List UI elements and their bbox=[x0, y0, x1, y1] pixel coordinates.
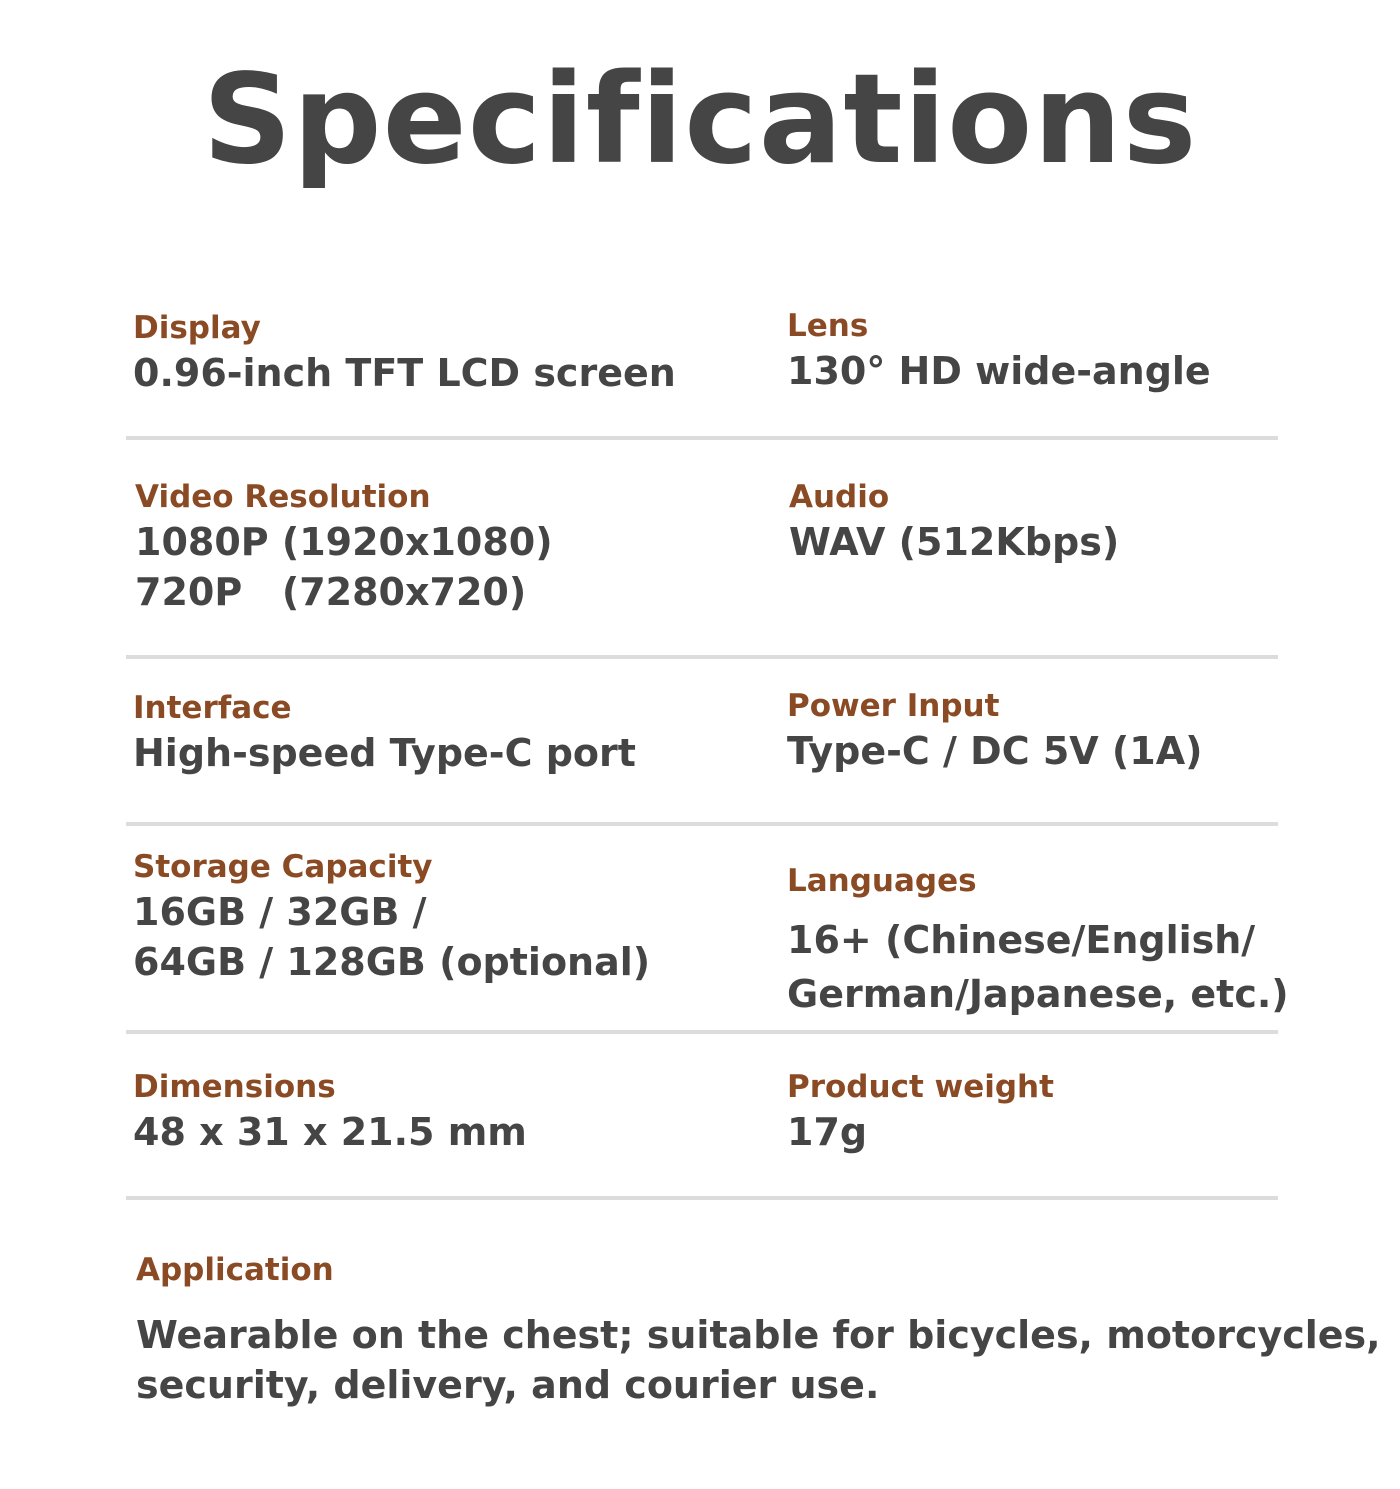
spec-value: High-speed Type-C port bbox=[133, 731, 636, 775]
spec-value: 1080P (1920x1080) 720P (7280x720) bbox=[135, 520, 553, 614]
divider bbox=[126, 1030, 1278, 1034]
divider bbox=[126, 1196, 1278, 1200]
divider bbox=[126, 655, 1278, 659]
spec-label: Lens bbox=[787, 308, 869, 344]
spec-application: Application Wearable on the chest; suita… bbox=[136, 1250, 1381, 1410]
spec-value: 48 x 31 x 21.5 mm bbox=[133, 1110, 527, 1154]
spec-dimensions: Dimensions 48 x 31 x 21.5 mm bbox=[133, 1067, 527, 1157]
spec-label: Video Resolution bbox=[135, 479, 431, 515]
spec-value: WAV (512Kbps) bbox=[789, 520, 1120, 564]
spec-languages: Languages 16+ (Chinese/English/ German/J… bbox=[787, 861, 1289, 1021]
spec-label: Dimensions bbox=[133, 1069, 336, 1105]
spec-label: Languages bbox=[787, 863, 977, 899]
spec-value: 16GB / 32GB / 64GB / 128GB (optional) bbox=[133, 890, 651, 984]
spec-interface: Interface High-speed Type-C port bbox=[133, 688, 636, 778]
spec-label: Audio bbox=[789, 479, 890, 515]
spec-display: Display 0.96-inch TFT LCD screen bbox=[133, 308, 676, 398]
spec-value: 0.96-inch TFT LCD screen bbox=[133, 351, 676, 395]
spec-value: 17g bbox=[787, 1110, 868, 1154]
divider bbox=[126, 436, 1278, 440]
spec-value: 16+ (Chinese/English/ German/Japanese, e… bbox=[787, 918, 1289, 1016]
spec-label: Product weight bbox=[787, 1069, 1054, 1105]
spec-video-resolution: Video Resolution 1080P (1920x1080) 720P … bbox=[135, 477, 553, 617]
spec-label: Application bbox=[136, 1252, 334, 1288]
spec-label: Storage Capacity bbox=[133, 849, 433, 885]
spec-audio: Audio WAV (512Kbps) bbox=[789, 477, 1119, 567]
spec-product-weight: Product weight 17g bbox=[787, 1067, 1054, 1157]
spec-storage-capacity: Storage Capacity 16GB / 32GB / 64GB / 12… bbox=[133, 847, 650, 987]
spec-value: 130° HD wide-angle bbox=[787, 349, 1211, 393]
spec-label: Display bbox=[133, 310, 261, 346]
divider bbox=[126, 822, 1278, 826]
page-title: Specifications bbox=[202, 48, 1198, 192]
spec-power-input: Power Input Type-C / DC 5V (1A) bbox=[787, 686, 1202, 776]
spec-label: Power Input bbox=[787, 688, 1000, 724]
spec-value: Type-C / DC 5V (1A) bbox=[787, 729, 1203, 773]
spec-lens: Lens 130° HD wide-angle bbox=[787, 306, 1211, 396]
spec-value: Wearable on the chest; suitable for bicy… bbox=[136, 1313, 1381, 1407]
spec-label: Interface bbox=[133, 690, 292, 726]
